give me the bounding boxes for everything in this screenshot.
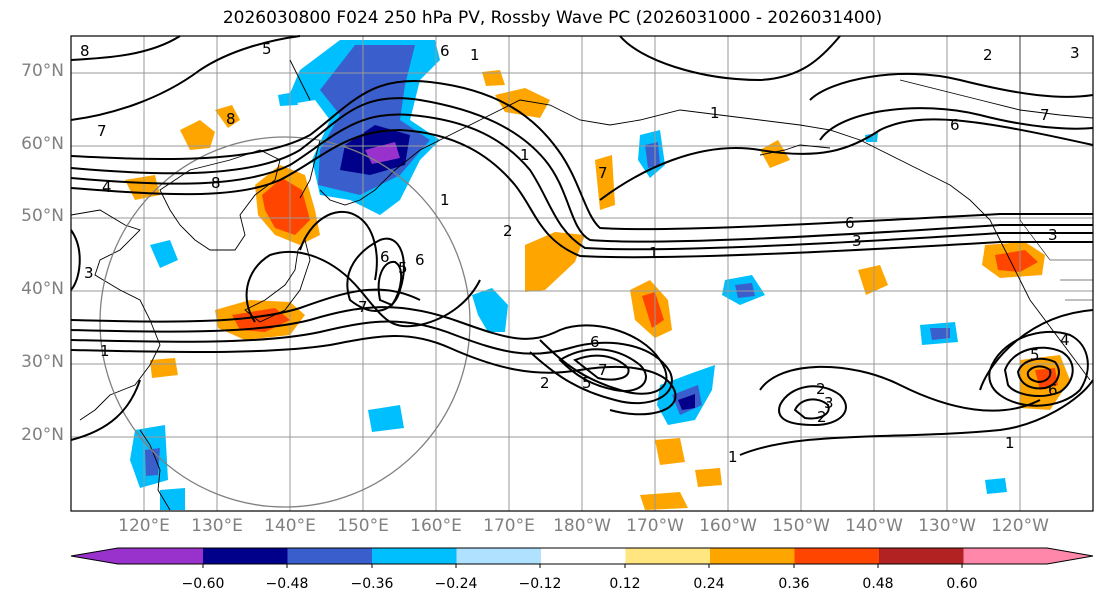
- lat-label: 50°N: [21, 206, 64, 226]
- contour-label: 8: [226, 110, 236, 128]
- contour-label: 7: [598, 361, 608, 379]
- colorbar-segment: [794, 548, 879, 564]
- lon-label: 130°W: [918, 516, 976, 536]
- contour-label: 2: [816, 380, 826, 398]
- colorbar-extend-high: [1047, 548, 1093, 564]
- colorbar-tick-label: 0.24: [693, 576, 725, 592]
- colorbar-segment: [963, 548, 1047, 564]
- lon-label: 150°W: [772, 516, 830, 536]
- colorbar: [70, 547, 1094, 568]
- colorbar-segment: [625, 548, 710, 564]
- colorbar-segment: [456, 548, 541, 564]
- colorbar-segment: [287, 548, 372, 564]
- contour-label: 7: [598, 164, 608, 182]
- contour-label: 1: [710, 104, 720, 122]
- colorbar-segment: [879, 548, 964, 564]
- negative-anomaly-pacific-east: [472, 288, 508, 332]
- colorbar-segment: [372, 548, 457, 564]
- contour-label: 1: [100, 342, 110, 360]
- contour-label: 1: [1005, 434, 1015, 452]
- contour-label: 4: [1060, 331, 1070, 349]
- contour-label: 7: [1040, 106, 1050, 124]
- chart-title: 2026030800 F024 250 hPa PV, Rossby Wave …: [222, 8, 883, 28]
- contour-labels: 8 5 6 7 8 8 4 3 1 1 2 6 5 7 6 1 1 7 6 3 …: [80, 40, 1080, 466]
- contour-label: 1: [520, 146, 530, 164]
- colorbar-outline: [70, 547, 1094, 565]
- borders: [1019, 36, 1093, 301]
- contour-label: 6: [380, 248, 390, 266]
- colorbar-extend-low: [71, 548, 118, 564]
- positive-anomaly-dateline: [525, 232, 585, 292]
- lon-label: 150°E: [337, 516, 389, 536]
- contour-label: 8: [211, 174, 221, 192]
- contour-label: 6: [415, 251, 425, 269]
- lon-label: 120°E: [118, 516, 170, 536]
- contour-label: 5: [582, 374, 592, 392]
- colorbar-tick-label: −0.24: [434, 576, 478, 592]
- colorbar-segment: [541, 548, 626, 564]
- lon-label: 180°W: [553, 516, 611, 536]
- lon-label: 170°W: [626, 516, 684, 536]
- contour-label: 1: [728, 448, 738, 466]
- pv-contours: [70, 35, 1094, 456]
- contour-label: 5: [1030, 346, 1040, 364]
- contour-label: 5: [262, 40, 272, 58]
- colorbar-tick-label: 0.48: [862, 576, 894, 592]
- contour-label: 6: [1048, 381, 1058, 399]
- contour-label: 5: [398, 259, 408, 277]
- lat-label: 60°N: [21, 134, 64, 154]
- contour-label: 6: [950, 116, 960, 134]
- contour-label: 3: [852, 232, 862, 250]
- domain-circle: [99, 136, 471, 508]
- contour-label: 1: [440, 191, 450, 209]
- lon-label: 160°W: [699, 516, 757, 536]
- lon-label: 130°E: [191, 516, 243, 536]
- contour-label: 6: [440, 42, 450, 60]
- contour-label: 2: [817, 408, 827, 426]
- lat-label: 20°N: [21, 425, 64, 445]
- contour-label: 6: [590, 333, 600, 351]
- contour-label: 1: [649, 244, 659, 262]
- colorbar-tick-label: −0.12: [518, 576, 562, 592]
- lon-label: 120°W: [991, 516, 1049, 536]
- contour-label: 2: [503, 222, 513, 240]
- lat-label: 40°N: [21, 279, 64, 299]
- contour-label: 7: [358, 298, 368, 316]
- contour-label: 3: [1070, 44, 1080, 62]
- lat-label: 70°N: [21, 61, 64, 81]
- contour-label: 3: [824, 394, 834, 412]
- contour-label: 4: [102, 178, 112, 196]
- contour-label: 3: [1048, 226, 1058, 244]
- lat-label: 30°N: [21, 352, 64, 372]
- colorbar-tick-label: −0.60: [181, 576, 225, 592]
- colorbar-tick-label: 0.36: [778, 576, 810, 592]
- contour-label: 7: [97, 122, 107, 140]
- contour-label: 8: [80, 42, 90, 60]
- contour-label: 6: [845, 214, 855, 232]
- positive-anomaly-okhotsk-west: [180, 120, 215, 150]
- contour-label: 2: [540, 374, 550, 392]
- colorbar-segment: [710, 548, 795, 564]
- colorbar-tick-label: −0.36: [350, 576, 394, 592]
- colorbar-segment: [203, 548, 288, 564]
- contour-label: 1: [470, 46, 480, 64]
- contour-label: 2: [983, 46, 993, 64]
- colorbar-tick-label: −0.48: [265, 576, 309, 592]
- contour-label: 3: [84, 264, 94, 282]
- lon-label: 140°E: [264, 516, 316, 536]
- colorbar-segment: [118, 548, 203, 564]
- lon-label: 160°E: [410, 516, 462, 536]
- colorbar-tick-label: 0.12: [609, 576, 641, 592]
- map-frame: [70, 35, 1094, 512]
- lon-label: 170°E: [483, 516, 535, 536]
- colorbar-tick-label: 0.60: [946, 576, 978, 592]
- lon-label: 140°W: [845, 516, 903, 536]
